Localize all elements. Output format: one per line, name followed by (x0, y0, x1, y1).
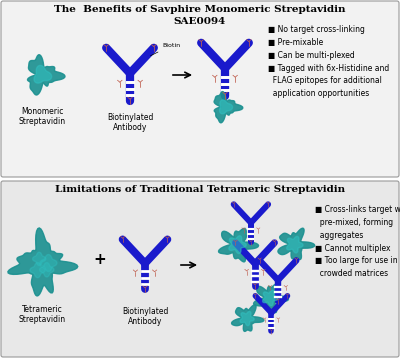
Text: +: + (94, 252, 106, 267)
Polygon shape (263, 290, 278, 306)
Polygon shape (30, 262, 45, 278)
FancyBboxPatch shape (1, 181, 399, 357)
Text: Tetrameric
Streptavidin: Tetrameric Streptavidin (18, 305, 66, 324)
Polygon shape (218, 228, 258, 262)
Polygon shape (8, 228, 78, 296)
Text: Limitations of Traditional Tetrameric Streptavidin: Limitations of Traditional Tetrameric St… (55, 185, 345, 194)
Text: ■ Cross-links target when
  pre-mixed, forming
  aggregates
■ Cannot multiplex
■: ■ Cross-links target when pre-mixed, for… (315, 205, 400, 278)
Polygon shape (34, 66, 52, 83)
Polygon shape (240, 311, 254, 326)
Polygon shape (40, 262, 54, 277)
Text: Biotinylated
Antibody: Biotinylated Antibody (107, 113, 153, 132)
Polygon shape (254, 284, 288, 312)
Text: Monomeric
Streptavidin: Monomeric Streptavidin (18, 107, 66, 126)
Text: ■ No target cross-linking
■ Pre-mixable
■ Can be multi-plexed
■ Tagged with 6x-H: ■ No target cross-linking ■ Pre-mixable … (268, 25, 389, 98)
Polygon shape (229, 236, 246, 253)
Polygon shape (287, 237, 303, 253)
Polygon shape (278, 228, 315, 260)
Polygon shape (214, 91, 243, 123)
FancyBboxPatch shape (1, 1, 399, 177)
Text: Biotin: Biotin (150, 43, 180, 56)
Polygon shape (220, 100, 232, 114)
Polygon shape (32, 252, 46, 265)
Polygon shape (232, 305, 264, 332)
Text: Biotinylated
Antibody: Biotinylated Antibody (122, 307, 168, 327)
Polygon shape (28, 55, 65, 95)
Text: The  Benefits of Savphire Monomeric Streptavidin: The Benefits of Savphire Monomeric Strep… (54, 5, 346, 14)
Text: SAE0094: SAE0094 (174, 18, 226, 27)
Polygon shape (40, 255, 57, 271)
